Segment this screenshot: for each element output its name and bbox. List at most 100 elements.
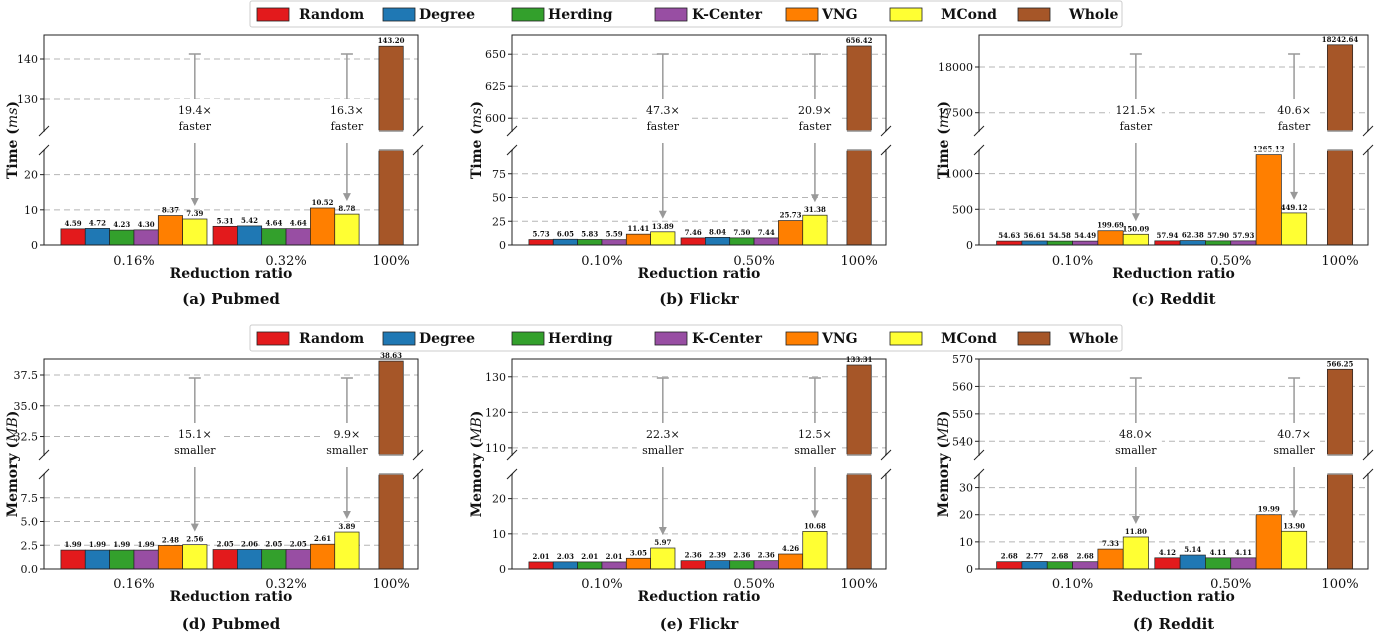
bar-value-label: 2.68	[1051, 552, 1068, 561]
annotation-factor: 12.5×	[798, 428, 832, 441]
annotation-arrow-head	[190, 523, 199, 532]
bar	[778, 553, 804, 570]
bar-value-label: 2.05	[217, 540, 234, 549]
speedup-annotation: 47.3× faster	[636, 53, 689, 219]
annotation-bg	[788, 99, 841, 143]
y-tick-label: 540	[952, 435, 973, 448]
bar-value-label: 4.12	[1159, 548, 1176, 557]
axis-break-mark	[973, 468, 985, 480]
y-tick-label: 20	[959, 509, 973, 522]
bar	[1046, 240, 1073, 246]
bar	[310, 207, 336, 246]
bar	[1230, 240, 1257, 246]
bar-whole-lower	[1326, 473, 1354, 570]
annotation-word: faster	[331, 120, 364, 133]
speedup-annotation: 15.1× smaller	[168, 377, 221, 532]
bar	[212, 549, 238, 570]
annotation-word: faster	[1120, 120, 1153, 133]
bar-value-label: 25.73	[780, 211, 802, 220]
legend-swatch	[256, 7, 290, 22]
y-axis-label-unit: MB	[936, 417, 952, 443]
legend-label: K-Center	[692, 7, 763, 23]
y-tick-label: 17500	[938, 107, 973, 120]
bar	[1205, 240, 1232, 246]
legend-label: MCond	[941, 7, 997, 23]
bar-value-label: 5.14	[1184, 545, 1201, 554]
bar	[60, 228, 86, 246]
bar-value-label: 4.72	[89, 218, 106, 227]
bar	[261, 549, 287, 570]
annotation-bg	[168, 423, 221, 467]
bar-value-label: 7.46	[685, 228, 702, 237]
bar	[729, 560, 755, 570]
bar	[1122, 536, 1149, 570]
legend-swatch	[511, 7, 545, 22]
legend-swatch	[654, 331, 688, 346]
y-tick-label: 140	[17, 53, 38, 66]
bar-whole-lower	[1326, 149, 1354, 246]
bar-whole-upper	[378, 45, 404, 132]
annotation-bg	[1268, 423, 1321, 467]
y-tick-label: 0	[499, 563, 506, 576]
annotation-arrow-head	[1290, 510, 1299, 519]
x-axis-label: Reduction ratio	[638, 266, 761, 282]
bar-value-label: 2.39	[709, 551, 726, 560]
bar-value-label: 5.83	[581, 229, 598, 238]
bar-value-label: 19.99	[1258, 505, 1280, 514]
bar-value-label: 13.90	[1283, 521, 1305, 530]
y-axis-label-main: Memory	[5, 452, 21, 517]
y-tick-label: 7.5	[21, 492, 39, 505]
annotation-factor: 121.5×	[1116, 104, 1157, 117]
bar-whole-lower	[378, 149, 404, 246]
bar	[1122, 233, 1149, 246]
bar-value-label: 62.38	[1182, 231, 1204, 240]
bar-value-label: 4.64	[290, 219, 307, 228]
bar-value-label: 54.58	[1049, 231, 1071, 240]
axis-break-mark	[38, 449, 50, 461]
bar-value-label: 13.89	[652, 222, 674, 231]
bar	[1255, 154, 1282, 246]
bar	[1179, 554, 1206, 570]
bar-value-label: 3.05	[630, 548, 647, 557]
bar	[680, 560, 706, 570]
annotation-arrow-head	[190, 197, 199, 206]
axis-break-mark	[412, 468, 424, 480]
y-tick-label: 0	[966, 563, 973, 576]
bar	[1097, 230, 1124, 246]
bar-value-label: 2.05	[265, 540, 282, 549]
annotation-factor: 9.9×	[334, 428, 361, 441]
axis-break-mark	[412, 144, 424, 156]
y-axis-label: Memory (MB)	[5, 411, 21, 518]
annotation-bg	[636, 99, 689, 143]
annotation-factor: 40.7×	[1277, 428, 1311, 441]
panel-caption: (e) Flickr	[660, 615, 740, 633]
x-tick-label: 0.50%	[733, 577, 774, 592]
bar-whole-upper	[1326, 44, 1354, 132]
x-tick-label: 0.32%	[265, 254, 306, 269]
axis-break-mark	[412, 449, 424, 461]
bar	[157, 545, 183, 570]
bar	[334, 531, 360, 570]
axis-break-mark	[1362, 144, 1374, 156]
x-tick-label: 100%	[373, 577, 410, 592]
bar-value-label: 56.61	[1024, 231, 1046, 240]
y-tick-label: 18000	[938, 61, 973, 74]
y-tick-label: 0.0	[21, 563, 39, 576]
annotation-factor: 47.3×	[646, 104, 680, 117]
bar-value-label: 2.68	[1001, 552, 1018, 561]
bar-value-label: 8.78	[338, 204, 355, 213]
x-tick-label: 0.10%	[581, 577, 622, 592]
axis-break-mark	[880, 468, 892, 480]
y-axis-label-unit: ms	[936, 108, 952, 128]
x-tick-label: 0.16%	[113, 254, 154, 269]
axis-break-mark	[38, 144, 50, 156]
bar	[1072, 240, 1099, 246]
legend: Random Degree Herding K-Center VNG MCond Whole	[249, 324, 1123, 352]
y-axis-label-paren: (	[936, 128, 952, 140]
annotation-word: smaller	[1115, 444, 1157, 457]
y-axis-label-paren: )	[469, 101, 485, 108]
axis-break-mark	[1362, 468, 1374, 480]
bar-whole-lower	[378, 473, 404, 570]
x-axis-label: Reduction ratio	[638, 589, 761, 605]
